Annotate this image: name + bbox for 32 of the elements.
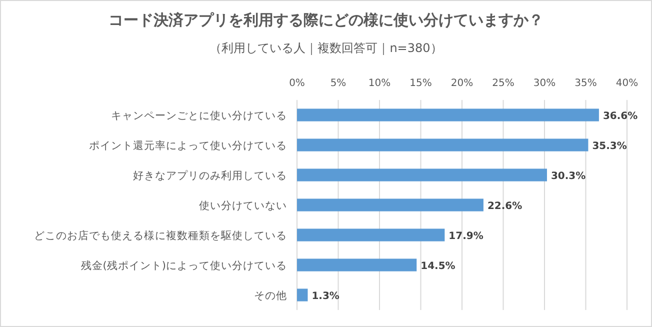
data-label: 14.5% [420,261,456,272]
x-tick-label: 20% [450,78,474,89]
x-tick-label: 35% [574,78,597,89]
bar [297,258,417,272]
data-label: 36.6% [602,111,638,122]
bar [297,108,599,122]
x-tick-label: 25% [492,78,514,89]
y-tick-label: 使い分けていない [199,200,287,212]
bar [297,288,308,302]
y-tick-label: キャンペーンごとに使い分けている [111,110,287,122]
x-tick-label: 30% [533,78,556,89]
x-tick-label: 10% [368,78,391,89]
x-tick-label: 15% [410,78,432,89]
data-label: 30.3% [550,171,586,182]
x-tick-label: 0% [289,78,305,89]
x-tick-label: 40% [616,78,638,89]
bar [297,198,484,212]
data-label: 1.3% [312,291,340,302]
bar [297,168,547,182]
x-tick-label: 5% [330,78,346,89]
y-tick-label: ポイント還元率によって使い分けている [89,139,287,152]
bar [297,138,588,152]
y-tick-label: 残金(残ポイント)によって使い分けている [80,259,287,272]
data-label: 35.3% [592,141,627,152]
data-label: 22.6% [487,201,522,212]
chart-title: コード決済アプリを利用する際にどの様に使い分けていますか？ [108,11,544,29]
y-tick-label: 好きなアプリのみ利用している [133,169,287,182]
chart-subtitle: （利用している人｜複数回答可｜n=380） [210,41,442,55]
data-label: 17.9% [448,231,484,242]
bar [297,228,445,242]
y-tick-label: どこのお店でも使える様に複数種類を駆使している [34,229,287,242]
y-tick-label: その他 [254,290,287,302]
